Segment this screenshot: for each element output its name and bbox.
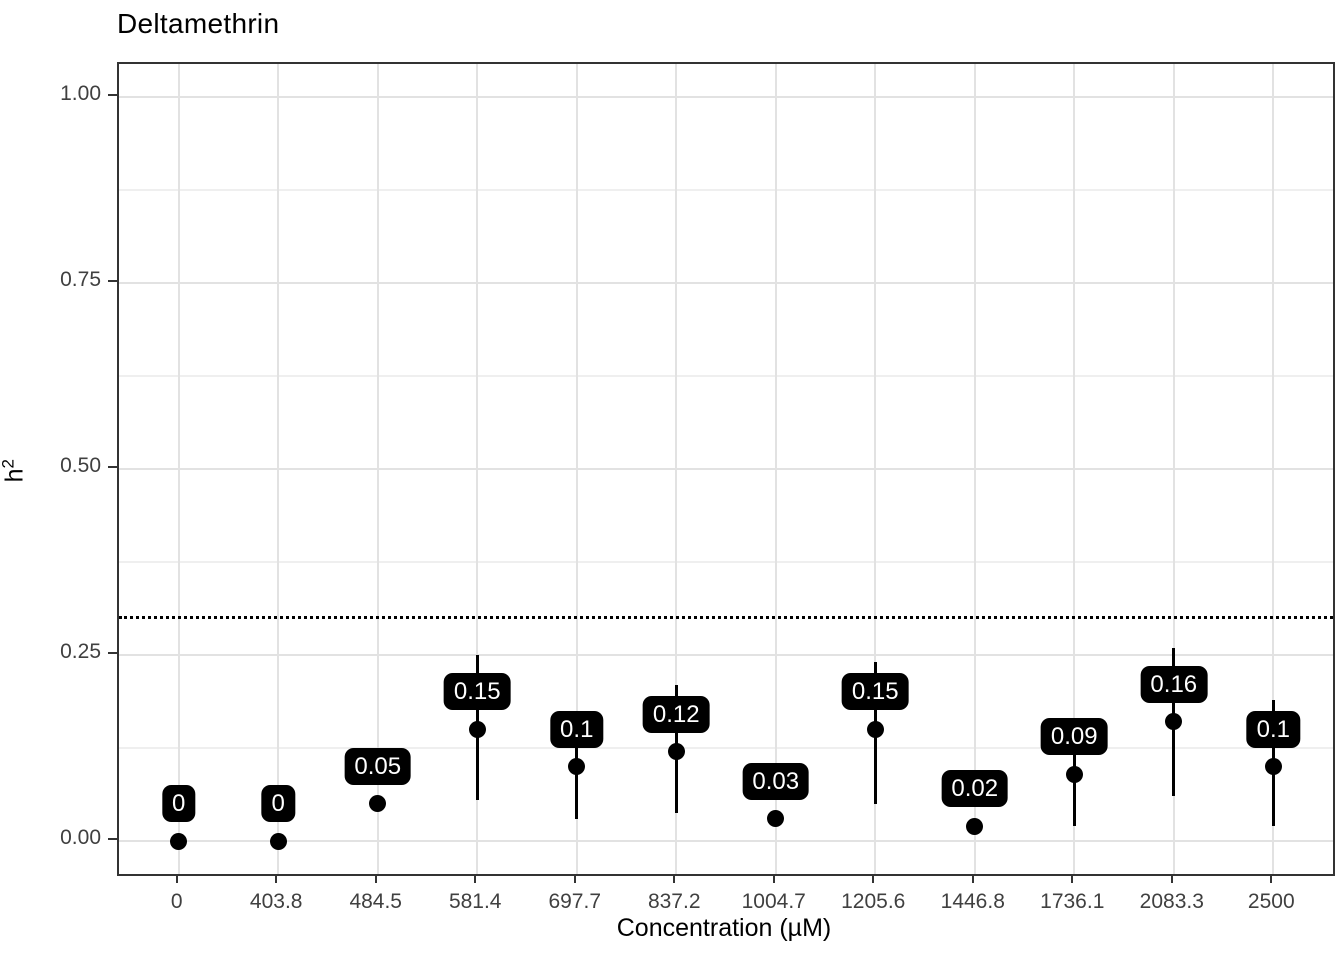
data-point	[966, 817, 984, 835]
gridline-major-horizontal	[119, 840, 1333, 842]
data-point	[170, 832, 188, 850]
gridline-minor-horizontal	[119, 375, 1333, 377]
point-value-label: 0.05	[344, 747, 412, 785]
y-axis-tick-label: 0.00	[60, 826, 101, 849]
x-axis-tick-label: 1004.7	[741, 890, 806, 913]
point-value-label: 0.1	[1246, 710, 1300, 748]
gridline-major-vertical	[774, 64, 777, 874]
x-axis-tick-mark	[275, 874, 278, 883]
data-point	[667, 743, 685, 761]
point-value-label: 0.09	[1040, 718, 1108, 756]
gridline-major-vertical	[575, 64, 578, 874]
y-axis-tick-label: 1.00	[60, 82, 101, 105]
x-axis-tick-label: 1205.6	[841, 890, 906, 913]
gridline-major-horizontal	[119, 468, 1333, 470]
point-value-label: 0.1	[550, 710, 604, 748]
data-point	[269, 832, 287, 850]
point-value-label: 0.15	[443, 673, 511, 711]
y-axis-tick-label: 0.75	[60, 268, 101, 291]
gridline-major-horizontal	[119, 654, 1333, 656]
point-value-label: 0	[261, 785, 295, 822]
gridline-major-vertical	[874, 64, 877, 874]
x-axis-tick-mark	[971, 874, 974, 883]
data-point	[1165, 713, 1183, 731]
x-axis-tick-mark	[374, 874, 377, 883]
x-axis-tick-mark	[1170, 874, 1173, 883]
plot-title: Deltamethrin	[117, 8, 280, 39]
data-point	[568, 758, 586, 776]
x-axis-tick-label: 1736.1	[1040, 890, 1105, 913]
x-axis-title: Concentration (µM)	[616, 914, 832, 942]
point-value-label: 0	[162, 785, 196, 822]
gridline-major-vertical	[1272, 64, 1275, 874]
x-axis-tick-mark	[474, 874, 477, 883]
x-axis-tick-label: 2500	[1247, 890, 1295, 913]
gridline-major-vertical	[476, 64, 479, 874]
gridline-major-horizontal	[119, 282, 1333, 284]
y-axis-tick-mark	[108, 466, 117, 468]
data-point	[866, 720, 884, 738]
y-axis-tick-mark	[108, 280, 117, 282]
x-axis-tick-label: 0	[170, 890, 183, 913]
x-axis-tick-label: 403.8	[249, 890, 303, 913]
x-axis-tick-label: 1446.8	[940, 890, 1005, 913]
gridline-major-horizontal	[119, 96, 1333, 98]
gridline-major-vertical	[1073, 64, 1076, 874]
reference-line	[119, 615, 1333, 619]
point-value-label: 0.16	[1140, 665, 1208, 703]
y-axis-tick-label: 0.25	[60, 640, 101, 663]
y-axis-tick-mark	[108, 94, 117, 96]
x-axis-tick-label: 837.2	[647, 890, 701, 913]
x-axis-tick-mark	[673, 874, 676, 883]
gridline-minor-horizontal	[119, 189, 1333, 191]
point-value-label: 0.03	[742, 762, 810, 800]
data-point	[468, 720, 486, 738]
x-axis-tick-mark	[1270, 874, 1273, 883]
point-value-label: 0.15	[841, 673, 909, 711]
data-point	[369, 795, 387, 813]
x-axis-tick-mark	[772, 874, 775, 883]
x-axis-tick-mark	[1071, 874, 1074, 883]
point-value-label: 0.02	[941, 770, 1009, 808]
point-value-label: 0.12	[642, 695, 710, 733]
x-axis-tick-label: 2083.3	[1139, 890, 1204, 913]
x-axis-tick-mark	[872, 874, 875, 883]
y-axis-tick-label: 0.50	[60, 454, 101, 477]
y-axis-tick-mark	[108, 652, 117, 654]
gridline-major-vertical	[376, 64, 379, 874]
gridline-major-vertical	[675, 64, 678, 874]
data-point	[1264, 758, 1282, 776]
gridline-major-vertical	[1172, 64, 1175, 874]
gridline-minor-horizontal	[119, 747, 1333, 749]
data-point	[1065, 765, 1083, 783]
gridline-major-vertical	[973, 64, 976, 874]
data-point	[767, 810, 785, 828]
x-axis-tick-label: 581.4	[448, 890, 502, 913]
x-axis-tick-mark	[573, 874, 576, 883]
gridline-major-vertical	[277, 64, 280, 874]
y-axis-tick-mark	[108, 838, 117, 840]
x-axis-tick-mark	[175, 874, 178, 883]
plot-panel: 0 0 0.05 0.15 0.1 0.12 0.03 0.15 0.02 0.09 0.16 0.1	[117, 62, 1335, 876]
x-axis-tick-label: 484.5	[349, 890, 402, 913]
gridline-minor-horizontal	[119, 561, 1333, 563]
gridline-major-vertical	[177, 64, 180, 874]
x-axis-tick-label: 697.7	[548, 890, 602, 913]
